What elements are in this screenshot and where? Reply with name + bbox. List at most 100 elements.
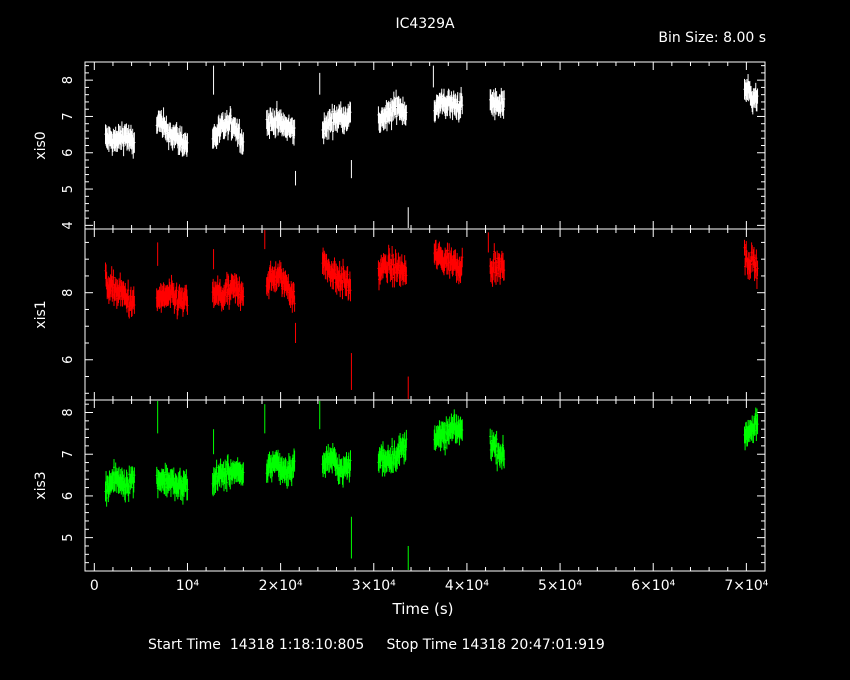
data-point-marker bbox=[129, 134, 132, 136]
data-point-marker bbox=[180, 489, 183, 491]
data-point-marker bbox=[287, 462, 290, 464]
data-point-marker bbox=[331, 272, 334, 274]
data-point-marker bbox=[385, 108, 388, 110]
data-point-marker bbox=[754, 97, 757, 99]
data-point-marker bbox=[291, 467, 294, 469]
data-point-marker bbox=[274, 462, 277, 464]
data-point-marker bbox=[288, 469, 291, 471]
data-point-marker bbox=[384, 263, 387, 265]
data-point-marker bbox=[446, 249, 449, 251]
x-tick-label: 6×10⁴ bbox=[631, 578, 675, 594]
data-point-marker bbox=[343, 278, 346, 280]
data-point-marker bbox=[457, 267, 460, 269]
data-point-marker bbox=[349, 111, 352, 113]
data-point-marker bbox=[117, 483, 120, 485]
y-tick-label-xis3: 5 bbox=[61, 533, 76, 541]
data-point-marker bbox=[391, 277, 394, 279]
data-point-marker bbox=[386, 272, 389, 274]
data-point-marker bbox=[290, 289, 293, 291]
data-point-marker bbox=[236, 128, 239, 130]
data-point-marker bbox=[162, 117, 165, 119]
data-point-marker bbox=[123, 294, 126, 296]
data-point-marker bbox=[755, 100, 758, 102]
data-point-marker bbox=[490, 268, 493, 270]
data-point-marker bbox=[285, 126, 288, 128]
data-point-marker bbox=[323, 263, 326, 265]
data-point-marker bbox=[501, 106, 504, 108]
data-point-marker bbox=[124, 296, 127, 298]
data-point-marker bbox=[494, 97, 497, 99]
data-point-marker bbox=[382, 262, 385, 264]
data-point-marker bbox=[222, 299, 225, 301]
data-point-marker bbox=[389, 106, 392, 108]
data-point-marker bbox=[160, 301, 163, 303]
data-point-marker bbox=[287, 123, 290, 125]
data-point-marker bbox=[403, 439, 406, 441]
data-point-marker bbox=[345, 286, 348, 288]
data-point-marker bbox=[336, 277, 339, 279]
data-point-marker bbox=[441, 105, 444, 107]
data-point-marker bbox=[293, 460, 296, 462]
data-point-marker bbox=[380, 451, 383, 453]
data-point-marker bbox=[106, 483, 109, 485]
data-point-marker bbox=[445, 106, 448, 108]
data-point-marker bbox=[221, 298, 224, 300]
data-point-marker bbox=[447, 263, 450, 265]
data-point-marker bbox=[755, 277, 758, 279]
data-point-marker bbox=[393, 105, 396, 107]
data-point-marker bbox=[750, 251, 753, 253]
data-point-marker bbox=[227, 284, 230, 286]
data-point-marker bbox=[132, 147, 135, 149]
data-point-marker bbox=[237, 130, 240, 132]
data-point-marker bbox=[435, 104, 438, 106]
data-point-marker bbox=[220, 301, 223, 303]
data-point-marker bbox=[119, 482, 122, 484]
data-point-marker bbox=[157, 479, 160, 481]
data-point-marker bbox=[377, 461, 380, 463]
y-tick-label-xis0: 5 bbox=[61, 185, 76, 193]
data-point-marker bbox=[388, 115, 391, 117]
data-point-marker bbox=[104, 490, 107, 492]
data-point-marker bbox=[266, 469, 269, 471]
data-point-marker bbox=[440, 96, 443, 98]
data-point-marker bbox=[291, 134, 294, 136]
data-point-marker bbox=[281, 282, 284, 284]
data-point-marker bbox=[176, 308, 179, 310]
data-point-marker bbox=[437, 253, 440, 255]
data-point-marker bbox=[234, 133, 237, 135]
data-point-marker bbox=[119, 134, 122, 136]
data-point-marker bbox=[158, 118, 161, 120]
data-point-marker bbox=[335, 114, 338, 116]
data-point-marker bbox=[279, 124, 282, 126]
data-point-marker bbox=[330, 121, 333, 123]
data-point-marker bbox=[280, 468, 283, 470]
data-point-marker bbox=[322, 133, 325, 135]
data-point-marker bbox=[122, 145, 125, 147]
data-point-marker bbox=[273, 280, 276, 282]
data-point-marker bbox=[241, 291, 244, 293]
data-point-marker bbox=[399, 275, 402, 277]
data-point-marker bbox=[751, 104, 754, 106]
data-point-marker bbox=[162, 291, 165, 293]
data-point-marker bbox=[743, 247, 746, 249]
data-point-marker bbox=[223, 475, 226, 477]
data-point-marker bbox=[344, 467, 347, 469]
data-point-marker bbox=[155, 297, 158, 299]
data-point-marker bbox=[179, 477, 182, 479]
data-point-marker bbox=[390, 269, 393, 271]
data-point-marker bbox=[278, 117, 281, 119]
data-point-marker bbox=[129, 299, 132, 301]
data-point-marker bbox=[492, 440, 495, 442]
data-point-marker bbox=[273, 462, 276, 464]
data-point-marker bbox=[387, 110, 390, 112]
data-point-marker bbox=[132, 481, 135, 483]
data-point-marker bbox=[453, 424, 456, 426]
data-point-marker bbox=[175, 132, 178, 134]
data-point-marker bbox=[395, 272, 398, 274]
data-point-marker bbox=[443, 97, 446, 99]
data-point-marker bbox=[405, 438, 408, 440]
data-point-marker bbox=[167, 481, 170, 483]
data-point-marker bbox=[267, 281, 270, 283]
data-point-marker bbox=[286, 284, 289, 286]
data-point-marker bbox=[185, 476, 188, 478]
